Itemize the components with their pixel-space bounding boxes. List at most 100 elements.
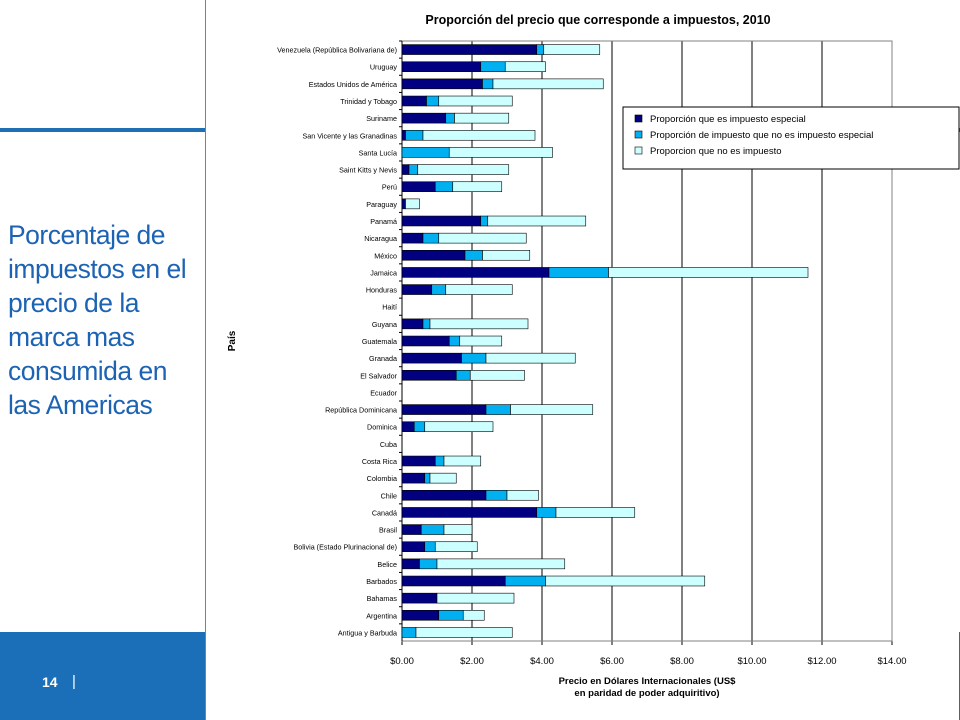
bar-segment — [401, 215, 482, 227]
bar-segment — [401, 335, 450, 347]
bar-segment — [401, 232, 424, 244]
bar-segment — [448, 335, 461, 347]
x-axis-title-line: en paridad de poder adquiritivo) — [574, 688, 719, 699]
bar-segment — [434, 181, 454, 192]
bar-segment — [504, 575, 546, 587]
bar-segment — [608, 267, 809, 278]
bar-segment — [420, 524, 445, 535]
bar-segment — [401, 592, 438, 604]
bar-segment — [422, 232, 440, 244]
bar-segment — [455, 370, 471, 381]
y-tick-label: Dominica — [367, 423, 397, 432]
bar-segment — [548, 267, 609, 278]
legend-box — [622, 106, 960, 170]
y-tick-label: Panamá — [370, 217, 397, 226]
y-tick-label: Cuba — [380, 440, 397, 449]
bar-segment — [434, 541, 478, 552]
header-rule-left — [0, 128, 205, 132]
x-tick-label: $0.00 — [390, 656, 414, 667]
bar-segment — [422, 318, 431, 330]
bar-segment — [422, 130, 536, 141]
bar-segment — [401, 284, 433, 295]
bar-segment — [443, 524, 473, 535]
bar-segment — [405, 198, 420, 210]
bar-segment — [445, 284, 513, 295]
y-tick-label: Brasil — [379, 526, 397, 535]
x-tick-label: $6.00 — [600, 656, 624, 667]
bar-segment — [401, 164, 410, 175]
bar-segment — [401, 490, 487, 501]
y-tick-label: Nicaragua — [364, 234, 397, 243]
bar-segment — [401, 541, 426, 552]
bar-segment — [448, 147, 553, 158]
y-tick-label: Canadá — [372, 508, 397, 517]
bar-segment — [469, 370, 525, 381]
bar-segment — [485, 404, 511, 415]
bar-segment — [438, 232, 527, 244]
legend-label: Proporción que es impuesto especial — [650, 114, 806, 125]
x-tick-label: $2.00 — [460, 656, 484, 667]
x-tick-label: $8.00 — [670, 656, 694, 667]
bar-segment — [487, 215, 587, 227]
bar-segment — [401, 404, 487, 415]
bar-segment — [545, 575, 706, 587]
y-tick-label: San Vicente y las Granadinas — [302, 131, 397, 140]
bar-segment — [504, 61, 546, 72]
bar-segment — [401, 181, 436, 192]
bar-segment — [443, 455, 482, 467]
y-tick-label: Jamaica — [370, 268, 397, 277]
bar-segment — [462, 610, 485, 621]
y-tick-label: Argentina — [366, 611, 397, 620]
bar-segment — [424, 472, 431, 484]
y-tick-label: Haití — [382, 303, 397, 312]
bar-segment — [452, 181, 503, 192]
bar-segment — [480, 61, 506, 72]
y-tick-label: Bolivia (Estado Plurinacional de) — [294, 543, 397, 552]
bar-segment — [401, 507, 538, 518]
bar-segment — [401, 198, 406, 210]
bar-segment — [555, 507, 636, 518]
bar-segment — [401, 95, 427, 107]
x-tick-label: $4.00 — [530, 656, 554, 667]
bar-segment — [431, 284, 447, 295]
y-tick-label: Chile — [381, 491, 397, 500]
bar-segment — [417, 164, 510, 175]
y-tick-label: Estados Unidos de América — [309, 80, 397, 89]
bar-segment — [436, 558, 566, 570]
bar-segment — [438, 95, 513, 107]
x-axis-title-line: Precio en Dólares Internacionales (US$ — [559, 676, 737, 687]
y-tick-label: Granada — [369, 354, 397, 363]
x-tick-label: $14.00 — [877, 656, 906, 667]
bar-segment — [415, 627, 513, 638]
bar-segment — [536, 507, 557, 518]
y-tick-label: Honduras — [366, 286, 398, 295]
bar-segment — [438, 610, 464, 621]
page-number: 14 — [42, 674, 58, 690]
bar-segment — [401, 147, 450, 158]
bar-segment — [401, 627, 417, 638]
legend-swatch — [634, 130, 643, 139]
bar-segment — [401, 455, 436, 467]
bar-segment — [401, 421, 415, 432]
legend-swatch — [634, 114, 643, 123]
y-tick-label: Trinidad y Tobago — [340, 97, 397, 106]
bar-segment — [401, 472, 426, 484]
bar-segment — [401, 575, 506, 587]
bar-segment — [510, 404, 594, 415]
bar-segment — [482, 78, 494, 90]
bar-segment — [401, 44, 538, 55]
y-tick-label: Santa Lucía — [359, 148, 397, 157]
legend-label: Proporcion que no es impuesto — [650, 146, 782, 157]
page-separator: | — [72, 673, 76, 690]
bar-segment — [480, 215, 489, 227]
bar-segment — [401, 61, 482, 72]
y-tick-label: Ecuador — [370, 388, 397, 397]
bar-chart: Proporción del precio que corresponde a … — [227, 13, 960, 699]
y-tick-label: Saint Kitts y Nevis — [339, 166, 397, 175]
bar-segment — [461, 352, 487, 364]
legend-swatch — [634, 146, 643, 155]
bar-segment — [424, 541, 436, 552]
y-tick-label: Suriname — [366, 114, 397, 123]
y-axis-title: País — [227, 330, 238, 351]
bar-segment — [436, 592, 515, 604]
